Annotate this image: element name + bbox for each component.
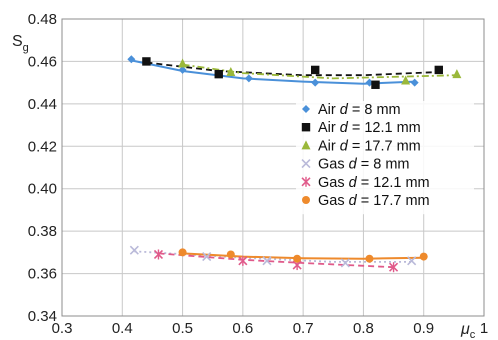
data-point-series-2: [452, 69, 462, 79]
legend-label-prefix: Gas: [318, 193, 349, 209]
data-point-series-3: [202, 252, 212, 262]
data-point-series-5: [293, 254, 302, 263]
data-point-series-3-stroke: [202, 252, 212, 262]
legend-marker-series-0: [302, 105, 310, 113]
legend-label-suffix: = 8 mm: [348, 102, 401, 118]
legend-label-prefix: Air: [318, 102, 340, 118]
data-point-series-0: [127, 55, 136, 64]
legend-marker-series-3: [301, 159, 311, 169]
data-point-series-0: [410, 78, 419, 87]
axes: [61, 18, 485, 317]
y-tick-label: 0.40: [28, 181, 57, 198]
trend-line-series-1: [146, 61, 439, 77]
data-point-series-0: [311, 78, 320, 87]
data-point-series-3-stroke: [340, 258, 350, 268]
y-tick-label: 0.46: [28, 53, 57, 70]
legend-marker-series-3-stroke: [301, 159, 311, 169]
x-tick-label: 0.7: [293, 320, 314, 337]
y-tick-label: 0.44: [28, 96, 57, 113]
tick-labels: 0.3 0.4 0.5 0.6 0.7 0.8 0.9 1 0.34 0.36 0.38 0.40 0.…: [28, 11, 488, 337]
legend-label-prefix: Air: [318, 138, 340, 154]
data-point-series-1: [214, 69, 223, 79]
data-point-series-4: [153, 249, 164, 260]
data-point-series-3: [340, 258, 350, 268]
data-point-series-1: [142, 57, 151, 66]
data-point-series-2: [178, 58, 188, 68]
data-point-series-4: [238, 255, 248, 266]
x-axis-title: μc: [460, 321, 476, 340]
legend-label-series-0: Air d = 8 mm: [318, 102, 401, 118]
y-tick-label: 0.42: [28, 138, 57, 155]
data-point-series-4: [389, 262, 399, 273]
x-tick-label: 0.8: [353, 320, 374, 337]
y-tick-label: 0.34: [28, 308, 57, 325]
plot-frame: [61, 18, 485, 317]
trend-line-series-2: [182, 63, 457, 80]
legend-label-suffix: = 17.7 mm: [348, 138, 421, 154]
legend-label-variable: d: [340, 138, 349, 154]
y-tick-label: 0.38: [28, 223, 57, 240]
y-tick-label: 0.36: [28, 266, 57, 283]
data-point-series-3: [407, 256, 417, 266]
data-point-series-5: [365, 254, 374, 263]
legend-label-suffix: = 12.1 mm: [357, 175, 430, 191]
legend-background: [296, 101, 474, 215]
data-point-series-1: [311, 65, 320, 75]
legend-label-variable: d: [349, 193, 358, 209]
legend-label-suffix: = 12.1 mm: [348, 120, 421, 136]
data-point-series-1: [371, 80, 380, 89]
legend-label-variable: d: [349, 157, 358, 173]
x-tick-label: 0.9: [413, 320, 434, 337]
legend-label-suffix: = 8 mm: [357, 157, 410, 173]
data-point-series-5: [419, 252, 428, 261]
legend-label-suffix: = 17.7 mm: [357, 193, 430, 209]
axis-titles: Sg μc: [12, 33, 476, 340]
trend-line-series-0: [131, 59, 415, 85]
data-point-series-2: [401, 75, 411, 85]
x-tick-label: 0.3: [52, 320, 73, 337]
legend-label-series-1: Air d = 12.1 mm: [318, 120, 421, 136]
trend-line-series-5: [182, 252, 424, 260]
legend-label-variable: d: [340, 102, 349, 118]
legend-label-variable: d: [340, 120, 349, 136]
data-point-series-3: [129, 245, 139, 255]
data-point-series-3: [262, 256, 272, 266]
data-points: [127, 55, 462, 273]
data-point-series-3-stroke: [407, 256, 417, 266]
data-point-series-0: [244, 74, 253, 83]
data-point-series-1: [434, 65, 443, 75]
x-tick-label: 0.4: [112, 320, 133, 337]
y-axis-title-main: S: [12, 33, 23, 50]
legend-label-series-5: Gas d = 17.7 mm: [318, 193, 430, 209]
x-tick-label: 0.6: [232, 320, 253, 337]
legend-marker-series-1: [301, 123, 311, 132]
legend-marker-series-4: [301, 176, 311, 187]
y-axis-title-sub: g: [23, 42, 29, 54]
legend-label-prefix: Gas: [318, 175, 349, 191]
data-point-series-0: [178, 65, 187, 74]
legend-label-series-3: Gas d = 8 mm: [318, 157, 409, 173]
y-axis-title: Sg: [12, 33, 29, 54]
legend-label-prefix: Air: [318, 120, 340, 136]
x-axis-title-main: μ: [460, 321, 470, 338]
x-axis-title-sub: c: [470, 329, 476, 340]
legend-marker-series-5: [302, 196, 310, 204]
data-point-series-3-stroke: [262, 256, 272, 266]
data-point-series-2: [226, 67, 236, 77]
data-point-series-5: [178, 248, 187, 257]
legend-label-variable: d: [349, 175, 358, 191]
data-point-series-3-stroke: [129, 245, 139, 255]
y-tick-label: 0.48: [28, 11, 57, 28]
trend-line-series-4: [158, 252, 394, 269]
legend-label-series-4: Gas d = 12.1 mm: [318, 175, 430, 191]
legend-label-prefix: Gas: [318, 157, 349, 173]
legend-label-series-2: Air d = 17.7 mm: [318, 138, 421, 154]
data-point-series-5: [226, 250, 235, 259]
x-tick-label: 1: [480, 320, 488, 337]
x-tick-label: 0.5: [172, 320, 193, 337]
legend-marker-series-2: [301, 140, 311, 150]
